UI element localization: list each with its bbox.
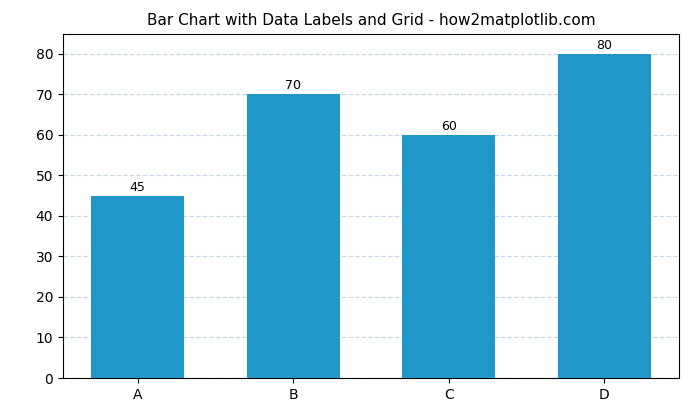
Text: 60: 60 — [441, 120, 456, 133]
Text: 80: 80 — [596, 39, 612, 52]
Text: 45: 45 — [130, 181, 146, 194]
Bar — [402, 135, 496, 378]
Title: Bar Chart with Data Labels and Grid - how2matplotlib.com: Bar Chart with Data Labels and Grid - ho… — [147, 13, 595, 28]
Bar — [558, 54, 651, 378]
Text: 70: 70 — [285, 79, 301, 92]
Bar — [91, 196, 184, 378]
Bar — [246, 94, 340, 378]
